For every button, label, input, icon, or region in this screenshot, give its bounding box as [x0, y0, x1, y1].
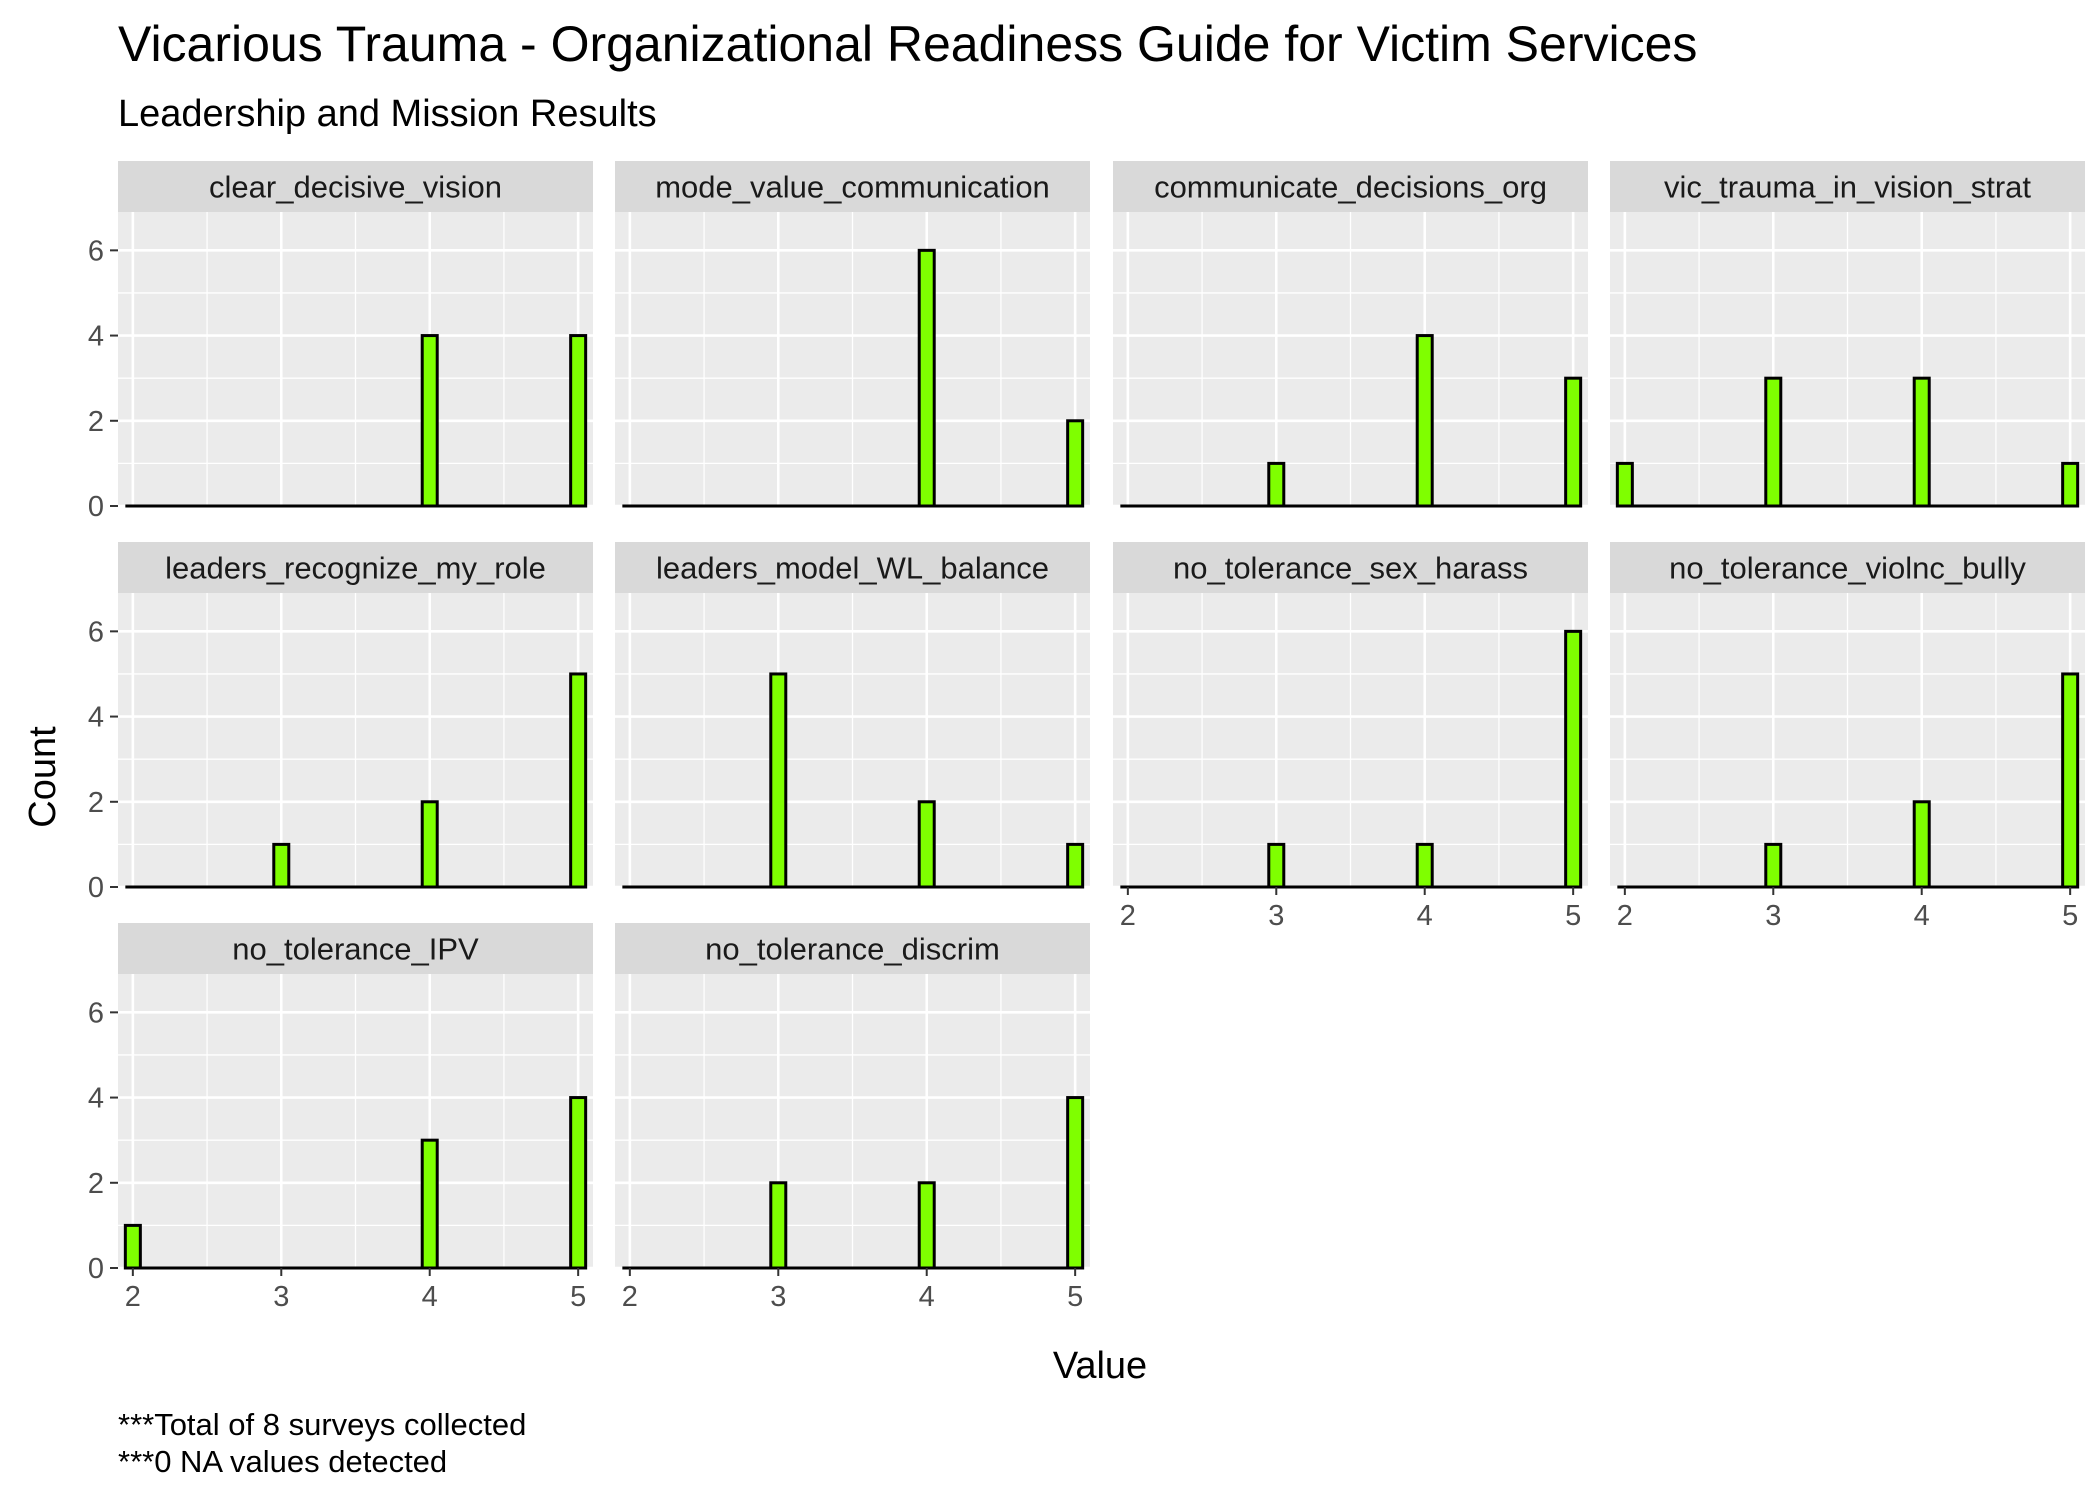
x-tick-label: 5	[1067, 1281, 1083, 1313]
y-tick-label: 0	[88, 1253, 104, 1285]
bar-no_tolerance_discrim-3	[769, 1181, 788, 1270]
facet-panel-clear_decisive_vision: clear_decisive_vision 0 2 4 6	[88, 161, 593, 523]
bar-mode_value_communication-4	[917, 248, 936, 508]
x-tick-label: 4	[1914, 900, 1930, 932]
facet-panel-no_tolerance_sex_harass: no_tolerance_sex_harass 2 3 4 5	[1113, 542, 1588, 932]
bar-clear_decisive_vision-4	[420, 334, 439, 508]
bar-clear_decisive_vision-5	[569, 334, 588, 508]
bar-no_tolerance_IPV-2	[123, 1223, 142, 1270]
facet-strip-label: leaders_recognize_my_role	[165, 551, 546, 586]
facet-panel-vic_trauma_in_vision_strat: vic_trauma_in_vision_strat	[1610, 161, 2085, 508]
facet-strip	[1113, 161, 1588, 212]
facet-strip	[615, 542, 1090, 593]
bar-no_tolerance_violnc_bully-4	[1912, 800, 1931, 889]
y-tick-label: 2	[88, 406, 104, 438]
facet-panel-leaders_model_WL_balance: leaders_model_WL_balance	[615, 542, 1090, 889]
x-tick-label: 4	[422, 1281, 438, 1313]
bar-communicate_decisions_org-4	[1415, 334, 1434, 508]
x-tick-label: 2	[622, 1281, 638, 1313]
bar-no_tolerance_sex_harass-5	[1564, 629, 1583, 889]
bar-no_tolerance_sex_harass-3	[1267, 842, 1286, 889]
bar-leaders_recognize_my_role-3	[272, 842, 291, 889]
facet-strip-label: no_tolerance_violnc_bully	[1669, 551, 2026, 586]
facet-panel-communicate_decisions_org: communicate_decisions_org	[1113, 161, 1588, 508]
x-tick-label: 5	[1565, 900, 1581, 932]
bar-no_tolerance_violnc_bully-5	[2061, 672, 2080, 889]
facet-strip-label: no_tolerance_discrim	[705, 932, 1000, 967]
x-tick-label: 3	[770, 1281, 786, 1313]
bar-vic_trauma_in_vision_strat-3	[1764, 376, 1783, 508]
y-tick-label: 4	[88, 702, 104, 734]
caption-line-1: ***Total of 8 surveys collected	[118, 1407, 526, 1442]
bar-vic_trauma_in_vision_strat-2	[1615, 461, 1634, 508]
chart-title: Vicarious Trauma - Organizational Readin…	[118, 16, 1697, 72]
facet-strip-label: no_tolerance_IPV	[232, 932, 479, 967]
facet-strip-label: clear_decisive_vision	[209, 170, 502, 205]
bar-vic_trauma_in_vision_strat-5	[2061, 461, 2080, 508]
x-tick-label: 3	[273, 1281, 289, 1313]
bar-communicate_decisions_org-3	[1267, 461, 1286, 508]
y-tick-label: 6	[88, 235, 104, 267]
facet-panels: clear_decisive_vision0246mode_value_comm…	[88, 161, 2085, 1313]
y-tick-label: 2	[88, 1168, 104, 1200]
facet-strip	[615, 161, 1090, 212]
x-tick-label: 4	[919, 1281, 935, 1313]
x-tick-label: 3	[1765, 900, 1781, 932]
y-tick-label: 2	[88, 787, 104, 819]
bar-vic_trauma_in_vision_strat-4	[1912, 376, 1931, 508]
y-tick-label: 4	[88, 321, 104, 353]
facet-strip	[118, 542, 593, 593]
x-tick-label: 5	[570, 1281, 586, 1313]
x-axis-title: Value	[1053, 1345, 1147, 1387]
caption-line-2: ***0 NA values detected	[118, 1444, 447, 1479]
bar-no_tolerance_IPV-4	[420, 1138, 439, 1270]
x-tick-label: 4	[1417, 900, 1433, 932]
y-tick-label: 4	[88, 1083, 104, 1115]
facet-strip-label: communicate_decisions_org	[1154, 170, 1547, 205]
y-tick-label: 0	[88, 491, 104, 523]
bar-no_tolerance_discrim-5	[1066, 1096, 1085, 1270]
bar-leaders_model_WL_balance-3	[769, 672, 788, 889]
x-tick-label: 5	[2062, 900, 2078, 932]
bar-mode_value_communication-5	[1066, 419, 1085, 508]
y-tick-label: 6	[88, 616, 104, 648]
y-axis-title: Count	[22, 726, 64, 828]
facet-strip-label: vic_trauma_in_vision_strat	[1664, 170, 2031, 205]
y-tick-label: 6	[88, 997, 104, 1029]
facet-panel-no_tolerance_violnc_bully: no_tolerance_violnc_bully 2 3 4 5	[1610, 542, 2085, 932]
bar-no_tolerance_violnc_bully-3	[1764, 842, 1783, 889]
facet-strip	[118, 923, 593, 974]
facet-strip	[1113, 542, 1588, 593]
x-tick-label: 2	[1120, 900, 1136, 932]
bar-leaders_recognize_my_role-5	[569, 672, 588, 889]
facet-strip-label: no_tolerance_sex_harass	[1173, 551, 1528, 586]
facet-strip-label: leaders_model_WL_balance	[656, 551, 1049, 586]
facet-panel-mode_value_communication: mode_value_communication	[615, 161, 1090, 508]
facet-strip	[615, 923, 1090, 974]
x-tick-label: 3	[1268, 900, 1284, 932]
chart-subtitle: Leadership and Mission Results	[118, 93, 657, 135]
facet-panel-no_tolerance_discrim: no_tolerance_discrim 2 3 4 5	[615, 923, 1090, 1313]
x-tick-label: 2	[125, 1281, 141, 1313]
y-tick-label: 0	[88, 872, 104, 904]
bar-no_tolerance_IPV-5	[569, 1096, 588, 1270]
facet-panel-leaders_recognize_my_role: leaders_recognize_my_role 0 2 4 6	[88, 542, 593, 904]
facet-strip	[1610, 542, 2085, 593]
bar-leaders_model_WL_balance-5	[1066, 842, 1085, 889]
facet-strip	[118, 161, 593, 212]
bar-leaders_recognize_my_role-4	[420, 800, 439, 889]
facet-strip	[1610, 161, 2085, 212]
bar-no_tolerance_sex_harass-4	[1415, 842, 1434, 889]
x-tick-label: 2	[1617, 900, 1633, 932]
facet-strip-label: mode_value_communication	[655, 170, 1050, 205]
bar-leaders_model_WL_balance-4	[917, 800, 936, 889]
bar-communicate_decisions_org-5	[1564, 376, 1583, 508]
bar-no_tolerance_discrim-4	[917, 1181, 936, 1270]
